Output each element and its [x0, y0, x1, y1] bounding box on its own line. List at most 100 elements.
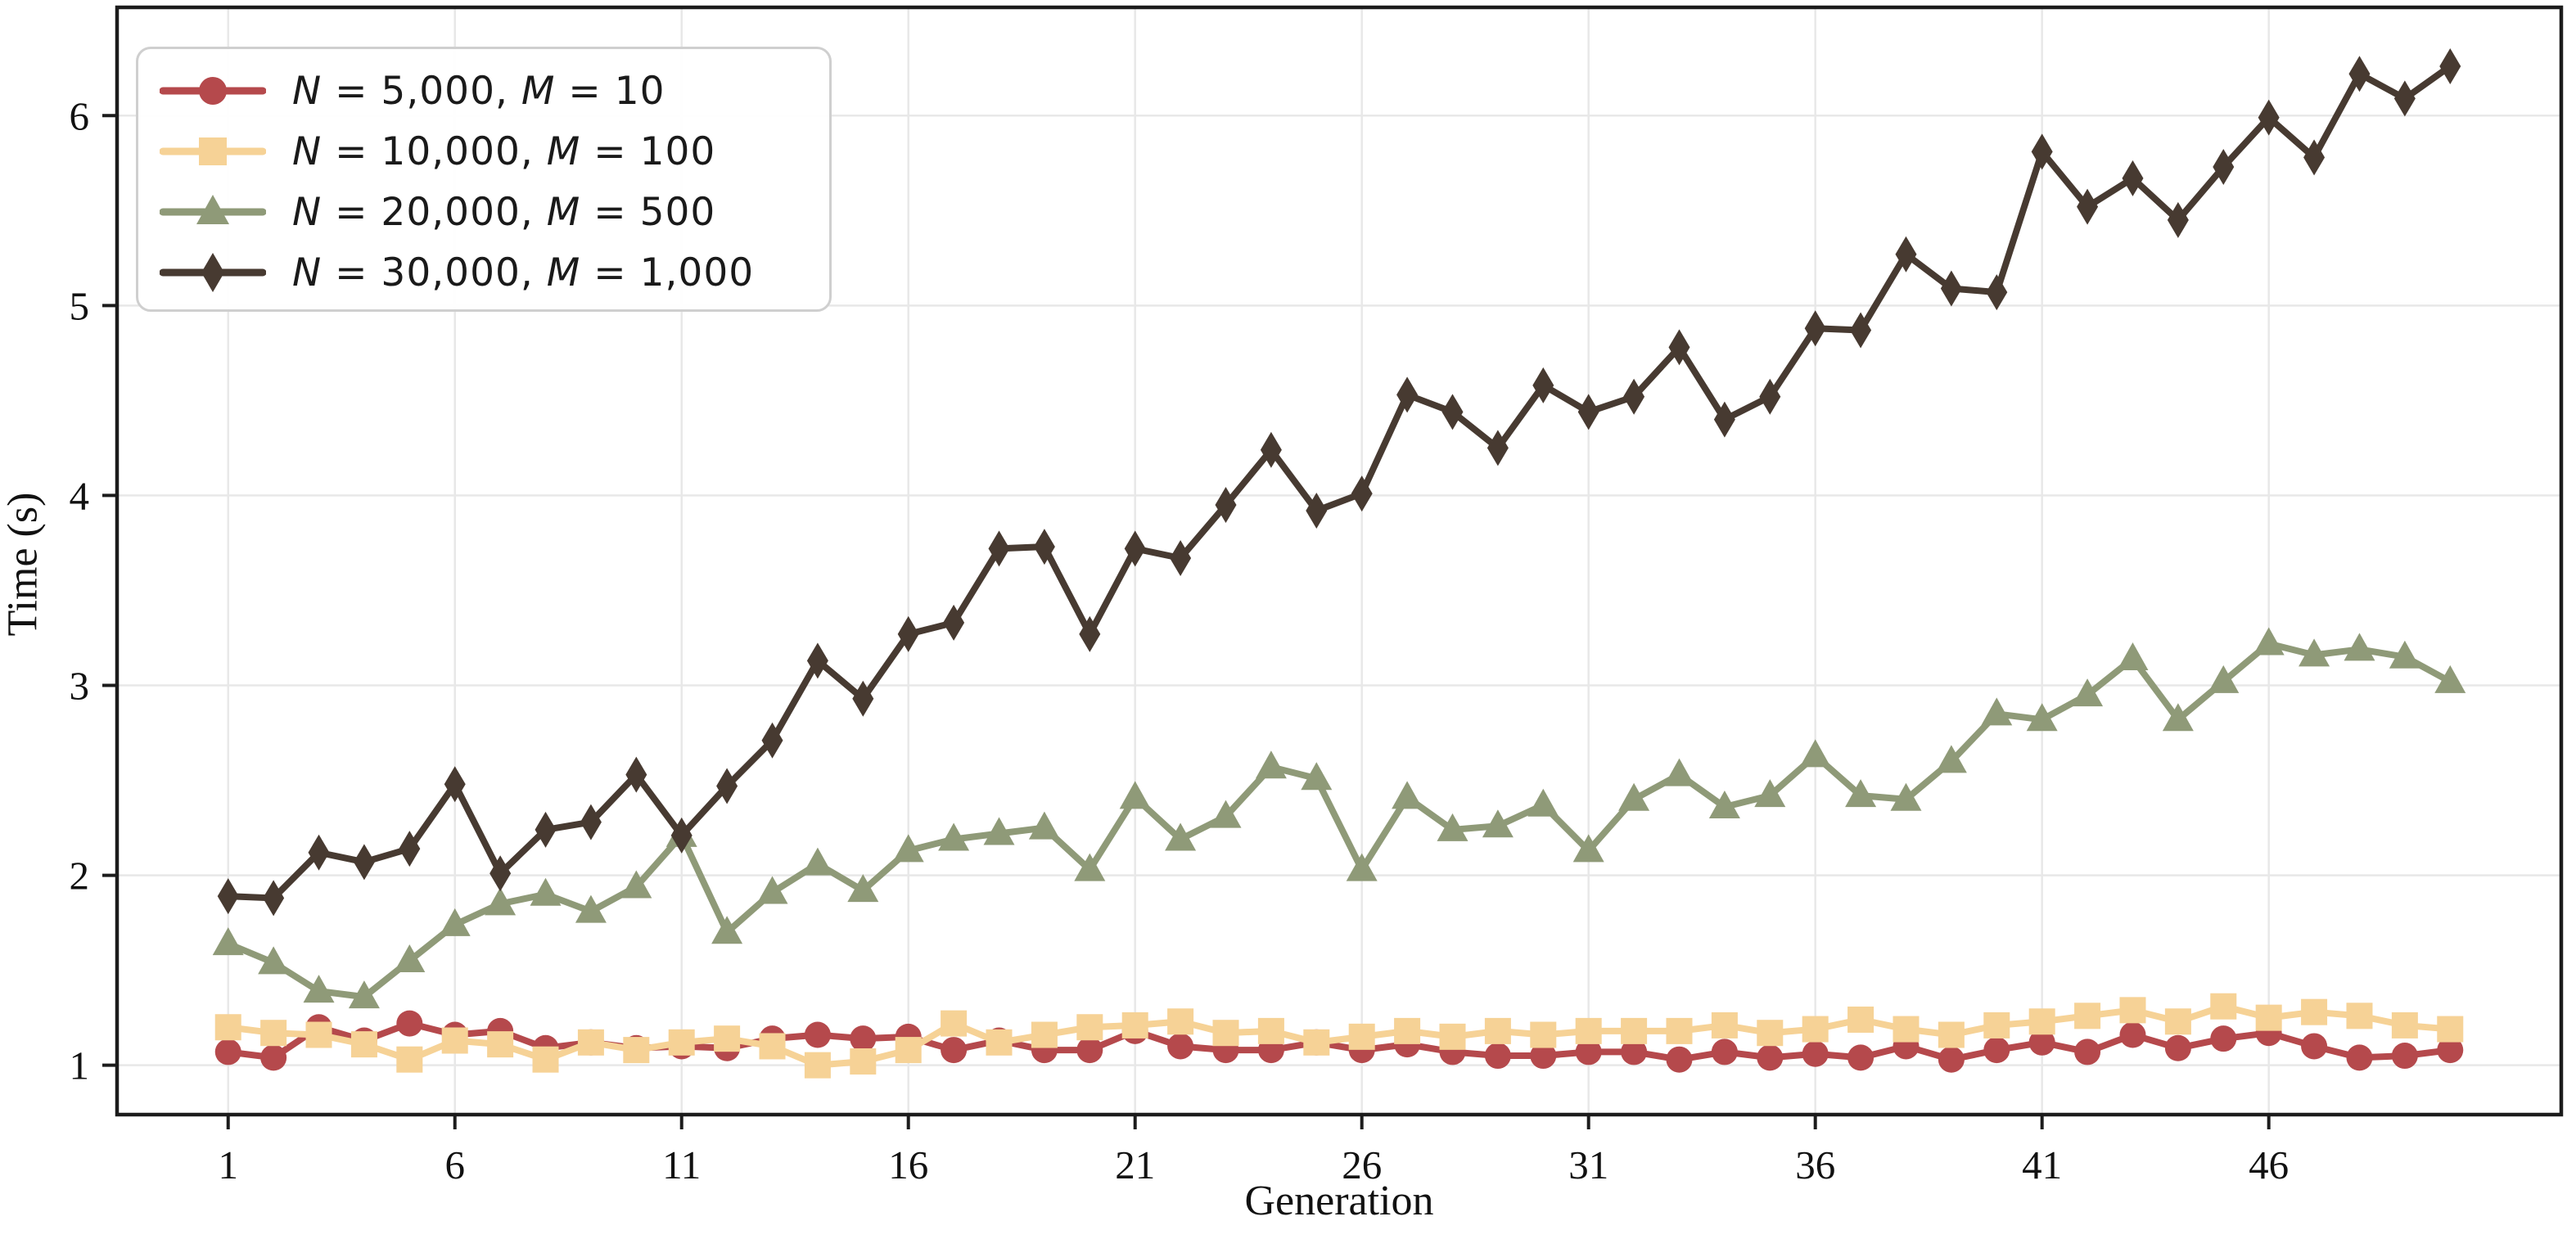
triangle-marker-icon: [1572, 834, 1604, 863]
square-marker-icon: [305, 1021, 332, 1048]
square-marker-icon: [623, 1037, 650, 1064]
circle-marker-icon: [2391, 1043, 2418, 1070]
diamond-marker-icon: [1532, 367, 1554, 403]
y-tick-label: 4: [70, 473, 90, 518]
square-marker-icon: [441, 1027, 468, 1054]
square-marker-icon: [160, 137, 266, 165]
square-marker-icon: [2210, 993, 2237, 1020]
triangle-marker-icon: [2389, 640, 2420, 669]
square-marker-icon: [941, 1010, 968, 1037]
diamond-marker-icon: [308, 834, 330, 871]
circle-marker-icon: [1847, 1044, 1874, 1071]
triangle-marker-icon: [1890, 782, 1922, 811]
triangle-marker-icon: [2162, 703, 2194, 732]
triangle-marker-icon: [1799, 739, 1831, 768]
circle-marker-icon: [2028, 1029, 2055, 1056]
triangle-marker-icon: [2434, 665, 2466, 693]
diamond-marker-icon: [535, 811, 557, 848]
diamond-marker-icon: [1623, 378, 1645, 415]
diamond-marker-icon: [1577, 394, 1599, 430]
triangle-marker-icon: [2072, 678, 2104, 707]
triangle-marker-icon: [1527, 788, 1559, 817]
square-marker-icon: [1938, 1021, 1965, 1048]
square-marker-icon: [1983, 1011, 2010, 1039]
legend-item: N = 30,000, M = 1,000: [160, 242, 829, 303]
legend: N = 5,000, M = 10 N = 10,000, M = 100 N = …: [136, 47, 832, 312]
x-tick-label: 1: [218, 1142, 238, 1187]
square-marker-icon: [1893, 1016, 1920, 1043]
triangle-marker-icon: [160, 195, 266, 224]
legend-item: N = 5,000, M = 10: [160, 61, 829, 121]
circle-marker-icon: [1575, 1039, 1602, 1066]
triangle-marker-icon: [847, 874, 879, 903]
x-tick-label: 16: [888, 1142, 928, 1187]
x-tick-label: 6: [444, 1142, 465, 1187]
diamond-marker-icon: [263, 880, 285, 917]
y-tick-label: 6: [70, 93, 90, 138]
diamond-marker-icon: [399, 831, 421, 867]
triangle-marker-icon: [212, 927, 244, 956]
square-marker-icon: [2346, 1002, 2373, 1029]
triangle-marker-icon: [801, 847, 833, 876]
triangle-marker-icon: [2026, 703, 2058, 732]
circle-marker-icon: [1757, 1044, 1784, 1071]
circle-marker-icon: [2210, 1025, 2237, 1052]
diamond-marker-icon: [761, 722, 783, 759]
diamond-marker-icon: [2258, 99, 2280, 136]
diamond-marker-icon: [1487, 430, 1509, 466]
circle-marker-icon: [260, 1044, 287, 1071]
legend-label: N = 30,000, M = 1,000: [292, 250, 755, 295]
circle-marker-icon: [1938, 1046, 1965, 1073]
circle-marker-icon: [1711, 1039, 1738, 1066]
diamond-marker-icon: [806, 642, 828, 679]
triangle-marker-icon: [2117, 642, 2149, 671]
triangle-marker-icon: [2253, 627, 2285, 656]
triangle-marker-icon: [1074, 853, 1106, 881]
circle-marker-icon: [2301, 1033, 2328, 1060]
square-marker-icon: [1666, 1017, 1693, 1044]
diamond-marker-icon: [716, 768, 738, 804]
diamond-marker-icon: [1170, 540, 1192, 577]
x-tick-label: 21: [1115, 1142, 1155, 1187]
square-marker-icon: [2074, 1002, 2101, 1029]
square-marker-icon: [1121, 1011, 1148, 1039]
diamond-marker-icon: [2031, 133, 2053, 170]
square-marker-icon: [1530, 1021, 1557, 1048]
circle-marker-icon: [1530, 1043, 1557, 1070]
diamond-marker-icon: [625, 756, 647, 793]
square-marker-icon: [1621, 1017, 1648, 1044]
x-tick-label: 41: [2022, 1142, 2062, 1187]
diamond-marker-icon: [1668, 329, 1690, 366]
square-marker-icon: [532, 1046, 559, 1073]
x-tick-label: 11: [662, 1142, 701, 1187]
circle-marker-icon: [396, 1010, 423, 1037]
square-marker-icon: [1711, 1011, 1738, 1039]
square-marker-icon: [804, 1052, 831, 1079]
circle-marker-icon: [804, 1021, 831, 1048]
square-marker-icon: [1847, 1006, 1874, 1033]
square-marker-icon: [986, 1029, 1013, 1056]
circle-marker-icon: [1076, 1037, 1103, 1064]
legend-item: N = 10,000, M = 100: [160, 121, 829, 182]
diamond-marker-icon: [217, 878, 239, 915]
square-marker-icon: [260, 1020, 287, 1047]
square-marker-icon: [487, 1031, 514, 1058]
square-marker-icon: [1303, 1029, 1330, 1056]
diamond-marker-icon: [943, 604, 965, 641]
circle-marker-icon: [1484, 1043, 1511, 1070]
square-marker-icon: [1031, 1021, 1058, 1048]
diamond-marker-icon: [1850, 312, 1872, 349]
diamond-marker-icon: [2393, 80, 2416, 117]
triangle-marker-icon: [620, 870, 652, 899]
diamond-marker-icon: [2213, 148, 2235, 185]
diamond-marker-icon: [1713, 401, 1735, 438]
square-marker-icon: [1167, 1008, 1194, 1035]
triangle-marker-icon: [530, 877, 562, 906]
diamond-marker-icon: [1396, 376, 1419, 413]
square-marker-icon: [396, 1046, 423, 1073]
triangle-marker-icon: [1935, 745, 1967, 773]
square-marker-icon: [2119, 997, 2146, 1024]
diamond-marker-icon: [1306, 493, 1328, 529]
